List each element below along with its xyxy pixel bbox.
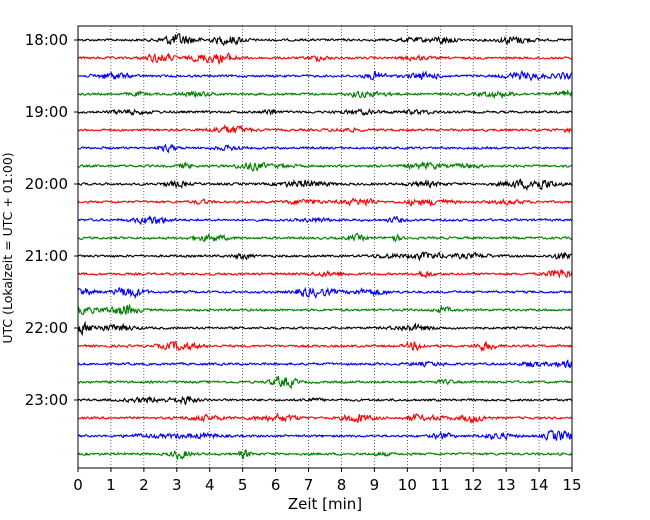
- trace-line: [77, 268, 573, 279]
- x-tick-label: 11: [431, 476, 450, 494]
- trace-line: [77, 89, 573, 100]
- x-tick-label: 13: [497, 476, 516, 494]
- trace-line: [77, 197, 573, 208]
- trace-line: [77, 286, 573, 300]
- plot-frame: [77, 25, 573, 469]
- trace-line: [77, 52, 573, 66]
- x-tick-label: 9: [370, 476, 380, 494]
- y-tick-label: 19:00: [25, 103, 68, 121]
- x-axis: 0 1 2 3 4 5 6 7 8 9 10 11 12 13 14 15: [73, 468, 582, 494]
- x-tick-label: 2: [139, 476, 149, 494]
- trace-line: [77, 429, 573, 442]
- trace-line: [77, 375, 573, 390]
- x-tick-label: 15: [562, 476, 581, 494]
- y-axis-label: UTC (Lokalzeit = UTC + 01:00): [0, 152, 15, 343]
- x-tick-label: 7: [304, 476, 314, 494]
- trace-line: [77, 160, 572, 173]
- trace-line: [77, 358, 573, 369]
- trace-line: [77, 107, 573, 117]
- x-tick-label: 1: [106, 476, 116, 494]
- x-tick-label: 0: [73, 476, 83, 494]
- x-tick-label: 5: [238, 476, 248, 494]
- x-tick-label: 8: [337, 476, 347, 494]
- x-axis-label: Zeit [min]: [288, 495, 362, 513]
- y-tick-label: 23:00: [25, 391, 68, 409]
- trace-line: [77, 251, 573, 262]
- x-tick-label: 14: [530, 476, 549, 494]
- y-tick-label: 18:00: [25, 31, 68, 49]
- trace-line: [77, 320, 573, 337]
- x-tick-label: 3: [172, 476, 182, 494]
- y-tick-label: 21:00: [25, 247, 68, 265]
- x-tick-label: 6: [271, 476, 281, 494]
- trace-line: [77, 69, 573, 82]
- trace-line: [77, 395, 573, 406]
- trace-line: [77, 340, 573, 353]
- trace-line: [77, 143, 573, 154]
- y-axis: 18:00 19:00 20:00 21:00 22:00 23:00: [25, 31, 78, 409]
- x-tick-label: 12: [464, 476, 483, 494]
- trace-line: [77, 214, 573, 226]
- trace-line: [77, 448, 573, 461]
- x-tick-label: 10: [398, 476, 417, 494]
- trace-line: [77, 178, 573, 191]
- trace-line: [77, 124, 573, 134]
- trace-line: [77, 304, 572, 316]
- y-tick-label: 20:00: [25, 175, 68, 193]
- trace-group: [77, 33, 573, 461]
- y-tick-label: 22:00: [25, 319, 68, 337]
- trace-line: [77, 412, 573, 424]
- x-tick-label: 4: [205, 476, 215, 494]
- trace-line: [77, 33, 573, 47]
- trace-line: [77, 232, 573, 243]
